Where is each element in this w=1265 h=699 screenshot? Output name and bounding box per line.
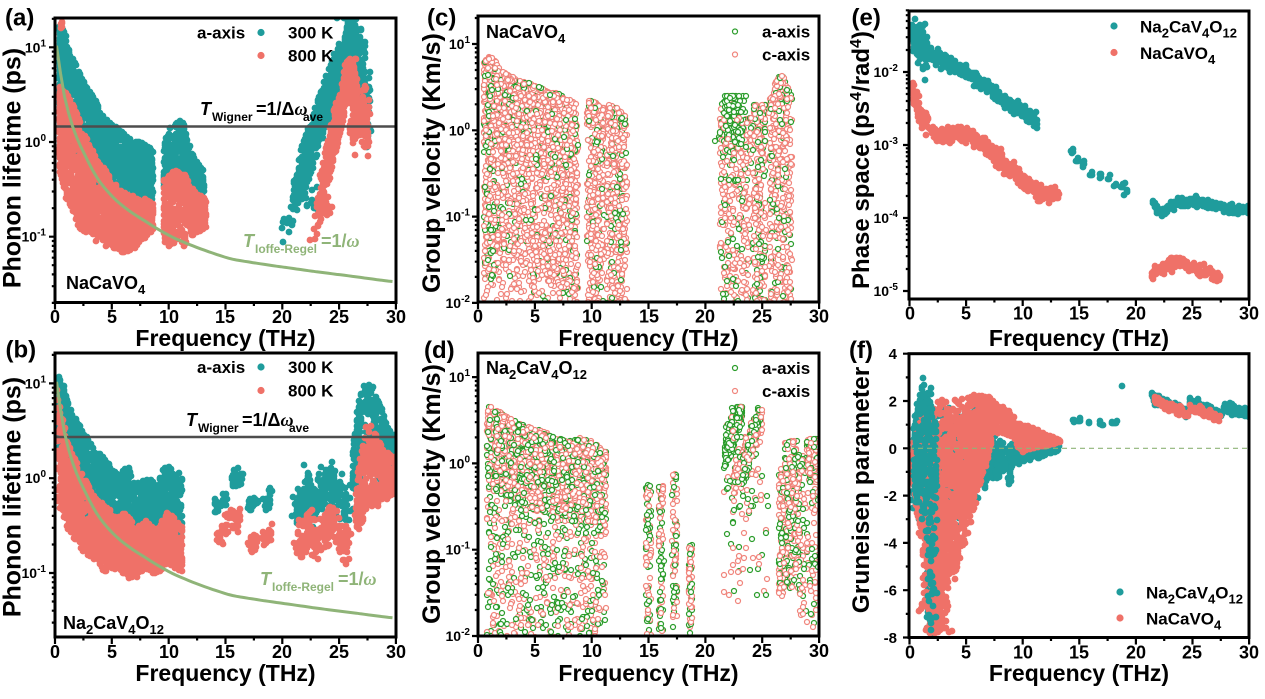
svg-text:15: 15 [1069,304,1089,324]
svg-text:25: 25 [1182,304,1202,324]
svg-text:5: 5 [961,643,971,663]
svg-text:15: 15 [1069,643,1089,663]
svg-text:Frequency (THz): Frequency (THz) [135,325,315,351]
svg-text:25: 25 [752,641,772,661]
svg-text:Group velocity (Km/s): Group velocity (Km/s) [418,364,446,624]
svg-text:20: 20 [1126,643,1146,663]
svg-text:25: 25 [752,307,772,327]
svg-text:20: 20 [1126,304,1146,324]
svg-text:0: 0 [905,304,915,324]
svg-text:a-axis: a-axis [197,358,245,377]
svg-text:15: 15 [639,307,659,327]
svg-text:-8: -8 [884,630,897,647]
svg-text:ave: ave [289,421,309,435]
svg-text:4: 4 [889,346,898,363]
svg-text:15: 15 [215,307,235,327]
svg-text:T: T [260,569,273,589]
svg-text:NaCaVO4​: NaCaVO4​ [1146,610,1222,633]
svg-text:25: 25 [329,642,349,662]
svg-text:T: T [200,99,213,119]
svg-text:(f): (f) [849,337,873,364]
svg-text:30: 30 [386,307,406,327]
svg-text:300 K: 300 K [288,24,334,43]
svg-text:5: 5 [107,642,117,662]
svg-text:0: 0 [473,641,483,661]
svg-text:Phonon lifetime (ps): Phonon lifetime (ps) [0,377,27,617]
svg-text:T: T [243,231,256,251]
svg-text:(b): (b) [6,337,37,364]
svg-text:0: 0 [473,307,483,327]
svg-text:(c): (c) [427,5,456,32]
svg-text:=1/Δω: =1/Δω [242,410,294,430]
svg-text:Frequency (THz): Frequency (THz) [558,325,738,351]
svg-text:=1/ω: =1/ω [338,569,377,589]
svg-text:a-axis: a-axis [762,359,810,378]
svg-text:10: 10 [1013,304,1033,324]
svg-text:Frequency (THz): Frequency (THz) [989,660,1169,686]
svg-text:5: 5 [530,307,540,327]
svg-text:Frequency (THz): Frequency (THz) [989,325,1169,351]
svg-text:(d): (d) [424,337,455,364]
svg-text:a-axis: a-axis [762,23,810,42]
svg-text:25: 25 [1182,643,1202,663]
svg-text:30: 30 [809,307,829,327]
svg-text:800 K: 800 K [288,382,334,401]
svg-text:30: 30 [1239,304,1259,324]
svg-text:15: 15 [639,641,659,661]
svg-text:0: 0 [889,441,897,458]
svg-text:2: 2 [889,394,897,411]
svg-text:5: 5 [961,304,971,324]
svg-text:Wigner: Wigner [198,421,239,435]
svg-text:Wigner: Wigner [212,110,253,124]
svg-text:30: 30 [1239,643,1259,663]
svg-text:c-axis: c-axis [762,46,810,65]
svg-text:Gruneisen parameter: Gruneisen parameter [848,366,875,613]
svg-text:20: 20 [272,642,292,662]
svg-text:Ioffe-Regel: Ioffe-Regel [272,580,334,594]
svg-text:T: T [186,410,199,430]
svg-text:5: 5 [107,307,117,327]
svg-text:ave: ave [303,110,323,124]
svg-text:Group velocity (Km/s): Group velocity (Km/s) [418,33,446,293]
svg-text:Frequency (THz): Frequency (THz) [135,660,315,686]
svg-text:300 K: 300 K [288,358,334,377]
svg-text:20: 20 [695,307,715,327]
svg-text:10: 10 [159,642,179,662]
svg-text:Ioffe-Regel: Ioffe-Regel [255,242,317,256]
svg-text:5: 5 [530,641,540,661]
svg-text:=1/Δω: =1/Δω [256,99,308,119]
svg-text:30: 30 [809,641,829,661]
svg-text:10: 10 [159,307,179,327]
svg-text:10: 10 [582,641,602,661]
svg-text:0: 0 [905,643,915,663]
svg-text:NaCaVO4​: NaCaVO4​ [1140,44,1216,67]
svg-text:a-axis: a-axis [197,24,245,43]
svg-text:=1/ω: =1/ω [321,231,360,251]
svg-text:-6: -6 [884,583,897,600]
svg-text:-2: -2 [884,488,897,505]
svg-text:0: 0 [50,307,60,327]
svg-text:Frequency (THz): Frequency (THz) [558,660,738,686]
svg-text:25: 25 [329,307,349,327]
svg-text:10: 10 [582,307,602,327]
svg-text:Phase space (ps4/rad4): Phase space (ps4/rad4) [848,31,875,289]
svg-text:800 K: 800 K [288,47,334,66]
svg-text:30: 30 [386,642,406,662]
svg-text:15: 15 [215,642,235,662]
svg-text:(a): (a) [5,5,34,32]
svg-text:-4: -4 [884,535,898,552]
svg-text:20: 20 [695,641,715,661]
svg-text:10: 10 [1013,643,1033,663]
svg-text:c-axis: c-axis [762,382,810,401]
svg-text:(e): (e) [852,5,881,32]
svg-text:20: 20 [272,307,292,327]
svg-text:Phonon lifetime (ps): Phonon lifetime (ps) [0,48,27,288]
svg-text:0: 0 [50,642,60,662]
